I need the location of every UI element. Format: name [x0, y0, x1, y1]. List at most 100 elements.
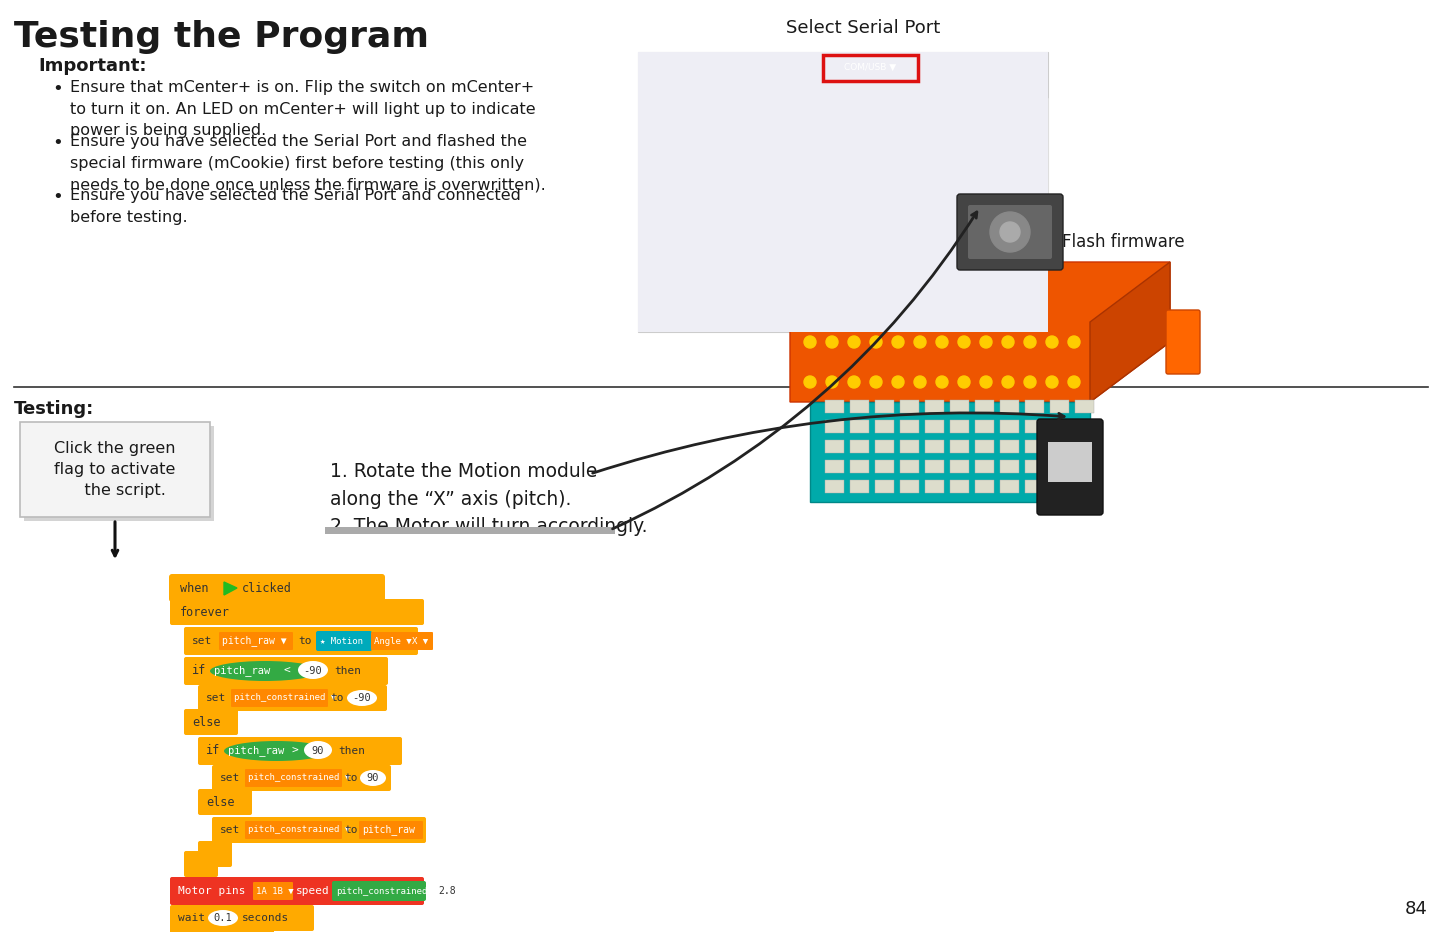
FancyBboxPatch shape — [825, 440, 844, 453]
FancyBboxPatch shape — [1050, 400, 1069, 413]
FancyBboxPatch shape — [694, 63, 705, 75]
FancyBboxPatch shape — [999, 459, 1018, 473]
Text: pitch_constrained ▼: pitch_constrained ▼ — [234, 693, 336, 703]
FancyBboxPatch shape — [231, 689, 327, 707]
Text: ★ Motion: ★ Motion — [320, 637, 363, 646]
Circle shape — [1024, 336, 1035, 348]
FancyBboxPatch shape — [316, 631, 372, 651]
FancyBboxPatch shape — [900, 479, 919, 492]
Circle shape — [647, 101, 660, 115]
FancyBboxPatch shape — [949, 419, 969, 432]
Circle shape — [936, 336, 947, 348]
FancyBboxPatch shape — [968, 205, 1053, 259]
Text: to: to — [298, 636, 311, 646]
FancyBboxPatch shape — [900, 440, 919, 453]
FancyBboxPatch shape — [170, 877, 424, 905]
Circle shape — [1012, 59, 1027, 73]
Text: Ensure that mCenter+ is on. Flip the switch on mCenter+
to turn it on. An LED on: Ensure that mCenter+ is on. Flip the swi… — [71, 80, 535, 138]
FancyBboxPatch shape — [999, 419, 1018, 432]
FancyBboxPatch shape — [198, 685, 386, 711]
Circle shape — [647, 277, 660, 291]
Circle shape — [870, 376, 883, 388]
FancyBboxPatch shape — [637, 52, 1048, 80]
Text: •: • — [52, 80, 63, 98]
Polygon shape — [810, 402, 1090, 502]
Circle shape — [981, 376, 992, 388]
Text: pitch_constrained ▼: pitch_constrained ▼ — [248, 826, 350, 834]
FancyBboxPatch shape — [975, 459, 994, 473]
FancyBboxPatch shape — [874, 419, 894, 432]
Circle shape — [848, 336, 859, 348]
Polygon shape — [1090, 262, 1169, 402]
FancyBboxPatch shape — [170, 927, 274, 932]
FancyBboxPatch shape — [949, 400, 969, 413]
Circle shape — [914, 376, 926, 388]
Circle shape — [805, 336, 816, 348]
FancyBboxPatch shape — [900, 419, 919, 432]
FancyBboxPatch shape — [849, 400, 868, 413]
Text: mDesigner: mDesigner — [643, 62, 689, 71]
Ellipse shape — [224, 741, 329, 761]
FancyBboxPatch shape — [874, 479, 894, 492]
FancyBboxPatch shape — [665, 100, 767, 116]
Text: forever: forever — [180, 606, 229, 619]
Text: Ensure you have selected the Serial Port and connected
before testing.: Ensure you have selected the Serial Port… — [71, 188, 521, 225]
Ellipse shape — [211, 661, 320, 681]
Text: <: < — [284, 666, 291, 676]
FancyBboxPatch shape — [874, 400, 894, 413]
FancyBboxPatch shape — [170, 905, 314, 931]
FancyBboxPatch shape — [637, 52, 1048, 332]
FancyBboxPatch shape — [924, 479, 943, 492]
FancyBboxPatch shape — [924, 459, 943, 473]
Circle shape — [981, 336, 992, 348]
Text: set: set — [206, 693, 226, 703]
FancyBboxPatch shape — [975, 419, 994, 432]
Polygon shape — [224, 582, 236, 595]
FancyBboxPatch shape — [252, 882, 293, 900]
Text: then: then — [335, 666, 360, 676]
FancyBboxPatch shape — [874, 459, 894, 473]
FancyBboxPatch shape — [170, 599, 424, 625]
Text: 90: 90 — [366, 773, 379, 783]
Text: else: else — [206, 796, 235, 808]
Text: >: > — [291, 746, 298, 756]
Text: pitch_raw: pitch_raw — [228, 746, 284, 757]
FancyBboxPatch shape — [332, 881, 425, 901]
Text: when: when — [180, 582, 209, 595]
Text: to: to — [330, 693, 343, 703]
FancyBboxPatch shape — [849, 459, 868, 473]
FancyBboxPatch shape — [1050, 479, 1069, 492]
FancyBboxPatch shape — [665, 166, 751, 182]
Circle shape — [647, 123, 660, 137]
Circle shape — [957, 336, 970, 348]
Text: pitch_raw: pitch_raw — [362, 825, 415, 835]
Text: 90: 90 — [311, 746, 324, 756]
FancyBboxPatch shape — [924, 400, 943, 413]
FancyBboxPatch shape — [963, 212, 1038, 282]
Circle shape — [647, 211, 660, 225]
Text: 1. Rotate the Motion module
along the “X” axis (pitch).: 1. Rotate the Motion module along the “X… — [330, 462, 597, 509]
Circle shape — [1069, 336, 1080, 348]
FancyBboxPatch shape — [826, 56, 916, 78]
Ellipse shape — [208, 910, 238, 926]
Text: pitch_constrained ▼: pitch_constrained ▼ — [248, 774, 350, 783]
Text: 84: 84 — [1405, 900, 1428, 918]
Circle shape — [1002, 376, 1014, 388]
FancyBboxPatch shape — [718, 63, 728, 75]
FancyBboxPatch shape — [665, 232, 767, 248]
FancyBboxPatch shape — [962, 179, 1040, 193]
FancyBboxPatch shape — [1074, 440, 1093, 453]
Circle shape — [647, 255, 660, 269]
FancyBboxPatch shape — [962, 143, 1040, 157]
FancyBboxPatch shape — [1024, 479, 1044, 492]
FancyBboxPatch shape — [682, 63, 692, 75]
FancyBboxPatch shape — [245, 769, 342, 787]
FancyBboxPatch shape — [1074, 419, 1093, 432]
FancyBboxPatch shape — [665, 210, 751, 226]
FancyBboxPatch shape — [665, 122, 751, 138]
Circle shape — [647, 167, 660, 181]
FancyBboxPatch shape — [962, 161, 1040, 175]
Text: pitch_constrained: pitch_constrained — [336, 886, 427, 896]
Text: Testing:: Testing: — [14, 400, 94, 418]
Text: Blocks: Blocks — [656, 85, 681, 93]
